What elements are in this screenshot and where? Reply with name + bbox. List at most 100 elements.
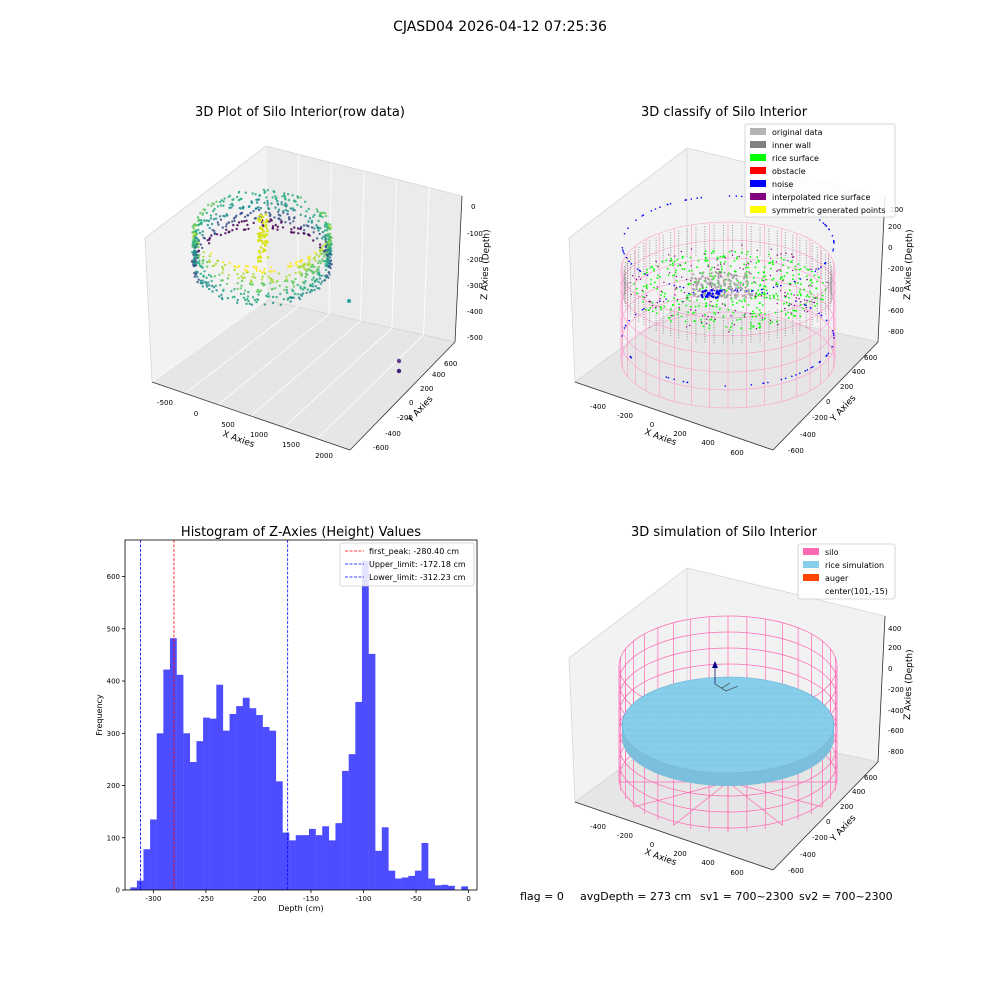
p1-point xyxy=(250,280,253,283)
p2-interpolated-point xyxy=(769,274,772,277)
p2-interpolated-point xyxy=(674,288,677,290)
p2-original-point xyxy=(692,293,695,296)
p1-point xyxy=(206,265,209,268)
p2-interpolated-point xyxy=(755,293,757,295)
p2-rice-surface-point xyxy=(649,307,652,309)
p1-point xyxy=(202,255,205,259)
p2-noise-point xyxy=(741,195,743,198)
p1-point xyxy=(314,284,317,288)
p2-noise-point xyxy=(635,219,637,221)
p1-point xyxy=(299,205,303,209)
p2-interpolated-point xyxy=(733,290,735,292)
p1-point xyxy=(198,231,202,235)
p2-y-tick: 400 xyxy=(852,368,865,376)
p1-point xyxy=(274,206,277,209)
p2-rice-surface-point xyxy=(670,320,672,323)
p2-rice-surface-point xyxy=(689,256,692,259)
p1-point xyxy=(201,279,204,282)
p2-rice-surface-point xyxy=(688,299,691,302)
p2-rice-surface-point xyxy=(808,295,810,298)
p1-point xyxy=(225,282,229,285)
p1-point xyxy=(324,268,328,272)
p2-rice-surface-point xyxy=(742,306,744,308)
p1-point xyxy=(279,292,282,296)
p1-y-tick: 0 xyxy=(409,399,413,407)
p2-rice-surface-point xyxy=(693,311,696,314)
p2-noise-point xyxy=(809,307,812,309)
p2-rice-surface-point xyxy=(656,277,659,280)
p1-point xyxy=(221,271,224,274)
p4-legend-label: auger xyxy=(825,574,849,583)
p1-point xyxy=(300,225,303,229)
p2-original-point xyxy=(704,276,707,280)
p2-noise-point xyxy=(634,313,637,316)
p1-point xyxy=(304,280,307,283)
p1-point xyxy=(301,288,305,291)
p2-rice-surface-point xyxy=(675,269,677,271)
p2-rice-surface-point xyxy=(769,261,772,264)
p1-point xyxy=(228,230,231,233)
p4-legend-swatch xyxy=(803,587,819,594)
p1-point xyxy=(201,233,204,237)
p2-noise-point xyxy=(761,288,763,291)
p2-rice-surface-point xyxy=(799,315,802,318)
p1-point xyxy=(311,278,314,281)
p1-point xyxy=(309,255,312,258)
panel4-title: 3D simulation of Silo Interior xyxy=(631,525,818,540)
p1-point xyxy=(304,200,307,203)
p1-point xyxy=(259,227,262,230)
p1-point xyxy=(213,275,216,278)
p1-point xyxy=(323,260,326,263)
p2-x-tick: 0 xyxy=(650,421,654,429)
p1-x-tick: 1500 xyxy=(282,441,300,449)
p2-interpolated-point xyxy=(643,296,646,299)
p3-bar xyxy=(428,878,435,890)
p2-rice-surface-point xyxy=(723,303,726,305)
status-line: flag = 0 avgDepth = 273 cm sv1 = 700~230… xyxy=(520,890,893,903)
p2-rice-surface-point xyxy=(642,285,645,288)
p2-noise-point xyxy=(803,304,806,306)
p1-point xyxy=(305,210,308,213)
p2-original-point xyxy=(714,270,717,274)
p4-y-axis-line xyxy=(772,761,879,871)
p2-original-point xyxy=(698,289,701,292)
p2-noise-point xyxy=(716,296,719,299)
p2-interpolated-point xyxy=(793,294,795,296)
p1-point xyxy=(224,232,227,235)
p1-point xyxy=(299,227,302,231)
p2-rice-surface-point xyxy=(756,256,759,259)
p2-rice-surface-point xyxy=(799,303,802,306)
p2-interpolated-point xyxy=(710,301,712,303)
p2-interpolated-point xyxy=(701,315,704,317)
p2-interpolated-point xyxy=(775,284,777,286)
p1-point xyxy=(323,279,326,282)
p2-rice-surface-point xyxy=(661,260,664,263)
p3-bar xyxy=(295,835,303,890)
p2-rice-surface-point xyxy=(675,279,678,282)
p2-rice-surface-point xyxy=(700,322,703,325)
p2-z-tick: -400 xyxy=(888,286,904,294)
p1-point xyxy=(216,259,219,262)
p2-rice-surface-point xyxy=(659,305,662,308)
p2-rice-surface-point xyxy=(765,289,768,292)
p2-rice-surface-point xyxy=(788,282,791,285)
p2-rice-surface-point xyxy=(708,273,711,275)
p2-z-tick: -800 xyxy=(888,328,904,336)
p2-rice-surface-point xyxy=(736,279,739,282)
p1-point xyxy=(328,228,332,231)
p1-point xyxy=(231,229,234,232)
p1-point xyxy=(211,264,214,268)
p2-rice-surface-point xyxy=(710,318,713,321)
p2-rice-surface-point xyxy=(743,298,746,300)
p2-original-point xyxy=(695,287,698,291)
p1-point xyxy=(289,222,292,225)
p2-rice-surface-point xyxy=(684,320,687,323)
p2-rice-surface-point xyxy=(711,266,713,269)
p2-original-point xyxy=(726,294,729,297)
p2-noise-point xyxy=(772,286,775,289)
p1-point xyxy=(307,220,310,223)
p2-interpolated-point xyxy=(739,267,741,269)
p1-point xyxy=(289,300,292,303)
p1-point xyxy=(196,261,199,264)
p2-rice-surface-point xyxy=(715,305,718,308)
